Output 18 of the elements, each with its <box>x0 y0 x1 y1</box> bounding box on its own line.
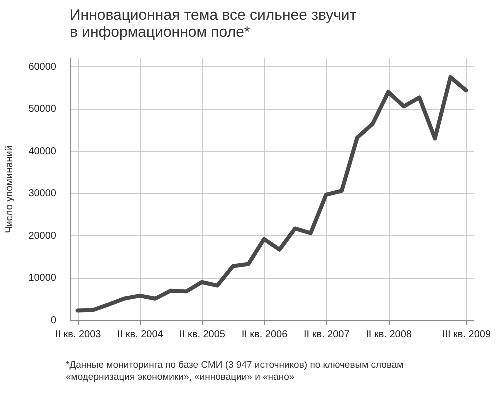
y-tick-label: 60000 <box>28 62 57 73</box>
text: *Данные мониторинга по базе СМИ (3 947 источников) по ключевым словам «модернизация экономики», «инновации» и «нано» <box>66 360 405 384</box>
y-tick-label: 40000 <box>28 146 57 158</box>
x-tick-label: II кв. 2007 <box>304 330 350 340</box>
x-tick-label: III кв. 2009 <box>442 330 492 340</box>
y-tick-label: 30000 <box>28 188 57 200</box>
x-tick-label: II кв. 2006 <box>242 330 288 340</box>
chart-title: Инновационная тема все сильнее звучит в информационном поле* <box>70 7 357 41</box>
x-tick-label: II кв. 2008 <box>366 330 412 340</box>
y-axis-title: Число упоминаний <box>4 146 16 234</box>
y-tick-label: 20000 <box>28 230 57 242</box>
line-series <box>76 75 468 313</box>
x-tick-label: II кв. 2004 <box>118 330 164 340</box>
y-tick-label: 50000 <box>28 104 57 116</box>
y-tick-label: 0 <box>50 316 57 326</box>
y-tick-label: 10000 <box>28 273 57 284</box>
x-tick-label: II кв. 2003 <box>55 330 102 340</box>
x-tick-label: II кв. 2005 <box>180 330 226 340</box>
